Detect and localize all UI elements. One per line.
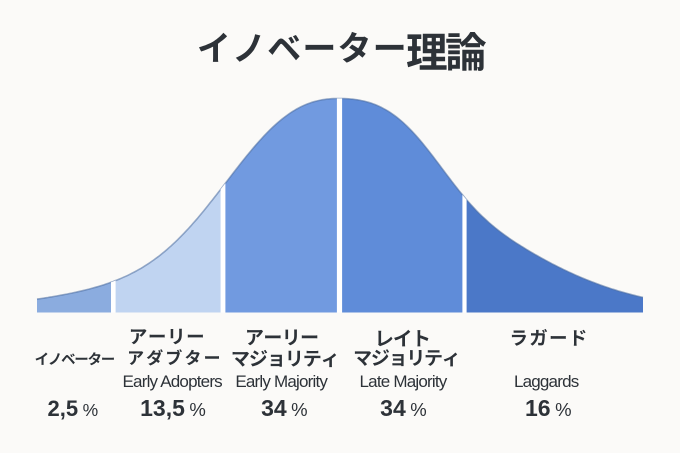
svg-text:13,5%: 13,5% [140, 395, 206, 421]
svg-text:Early Adopters: Early Adopters [123, 372, 223, 391]
svg-text:16%: 16% [525, 395, 572, 421]
svg-text:Early Majority: Early Majority [235, 372, 328, 391]
svg-text:Laggards: Laggards [514, 372, 579, 391]
svg-text:34%: 34% [380, 395, 427, 421]
svg-text:2,5%: 2,5% [47, 396, 98, 421]
svg-text:34%: 34% [261, 395, 308, 421]
svg-text:Late Majority: Late Majority [360, 372, 448, 391]
